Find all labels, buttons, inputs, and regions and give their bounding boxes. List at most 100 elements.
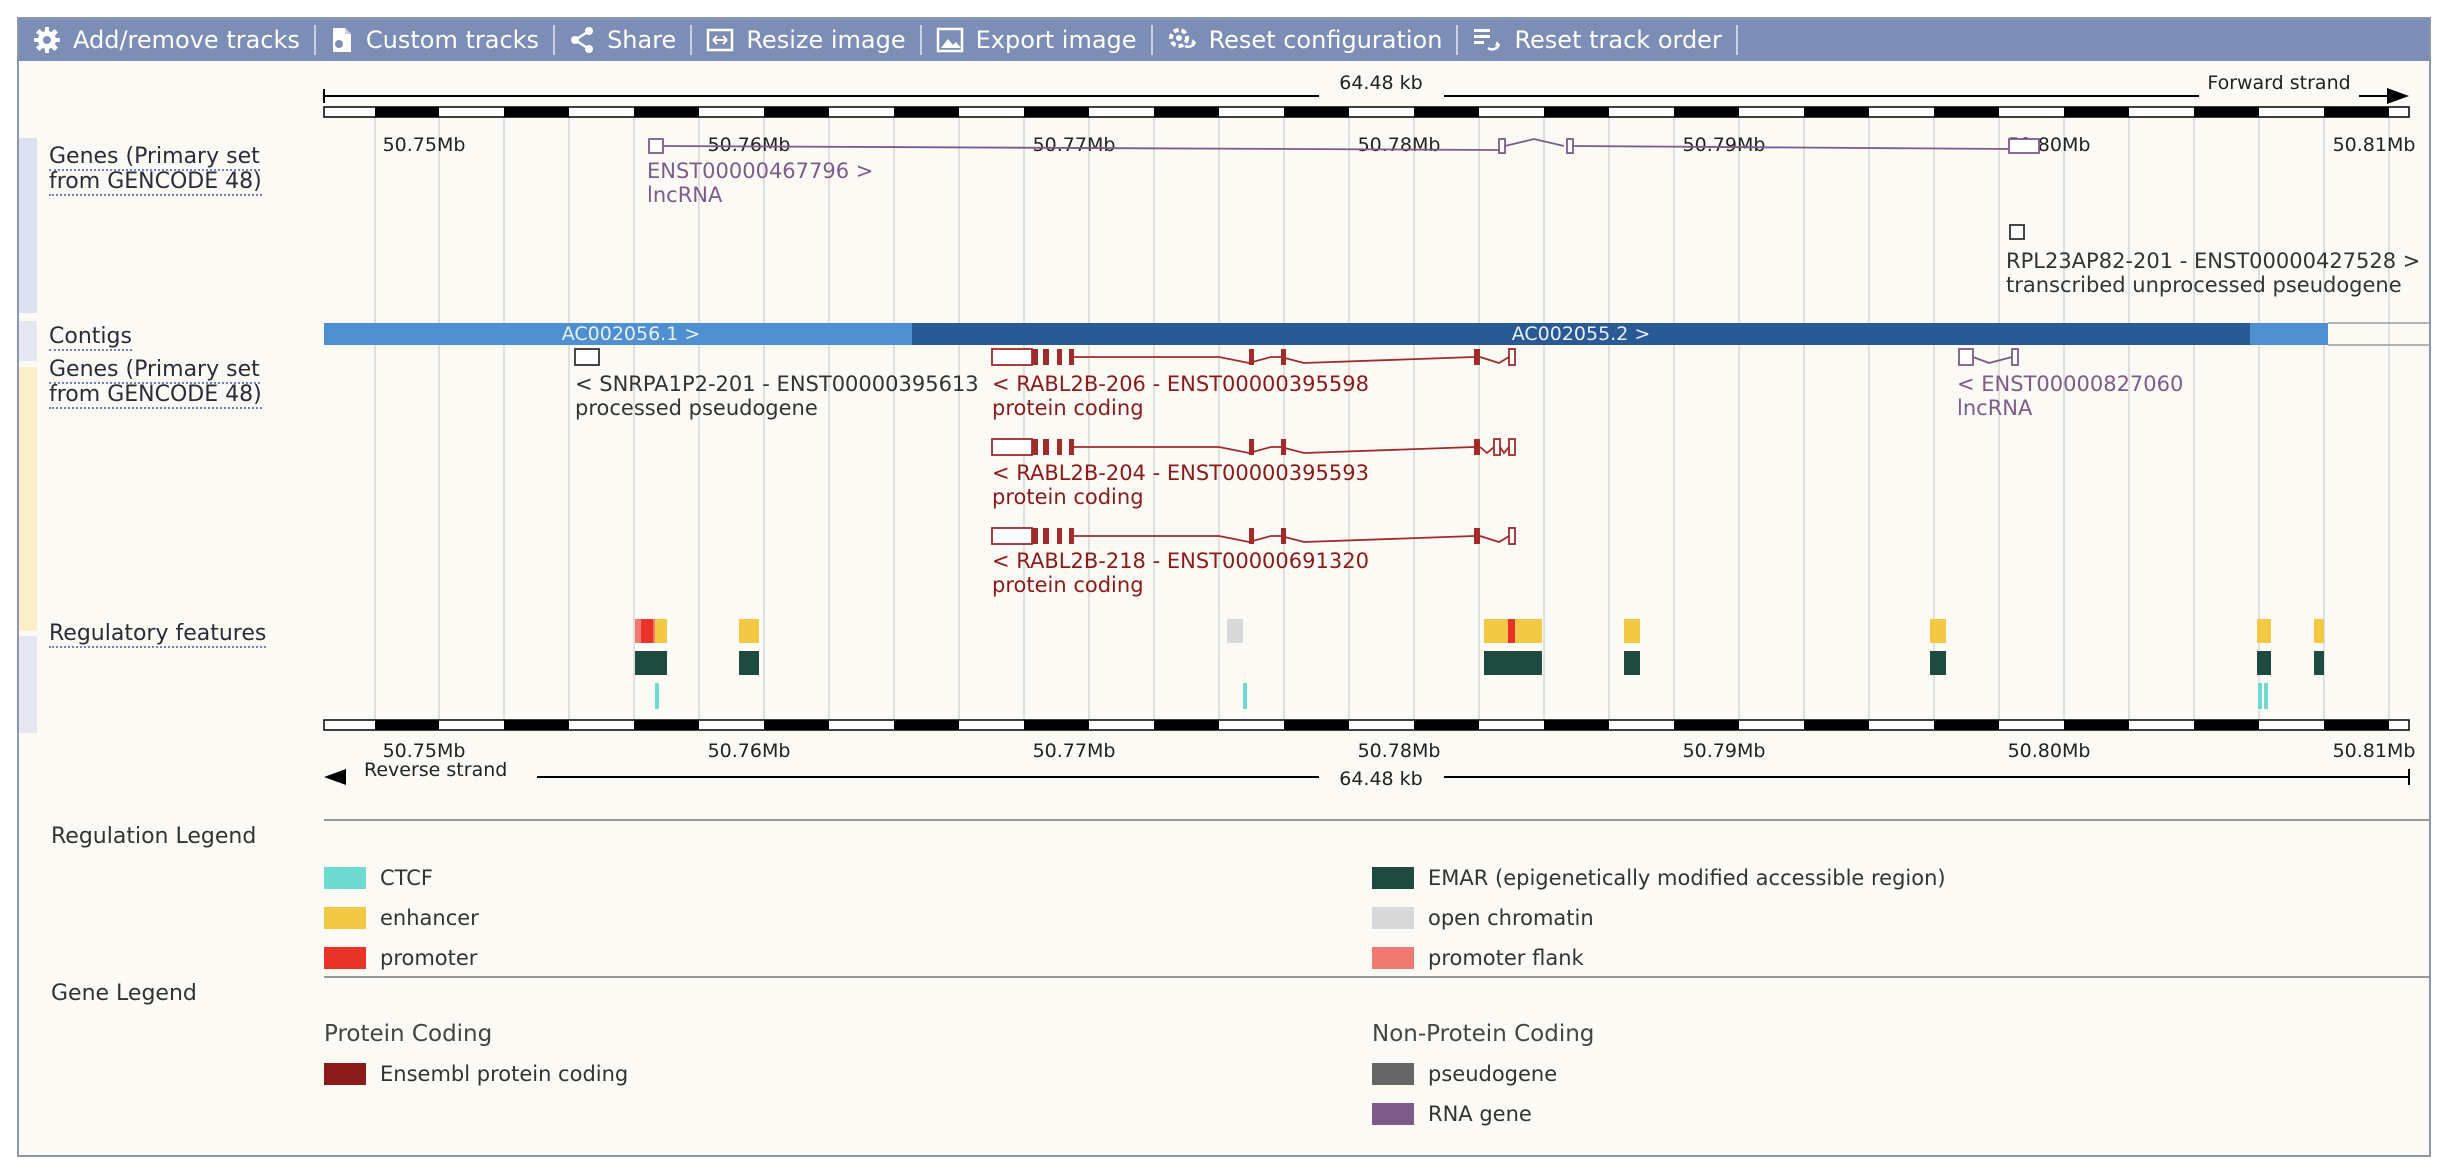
- export-image-icon: [936, 27, 963, 53]
- regulatory-feature: [739, 651, 759, 675]
- bottom-span-label: 64.48 kb: [1339, 768, 1423, 790]
- bottom-ruler: 50.75Mb 50.76Mb 50.77Mb 50.78Mb 50.79Mb …: [323, 719, 2415, 790]
- toolbar: Add/remove tracks Custom tracks Share Re…: [19, 19, 2429, 61]
- ctcf-swatch: [324, 867, 366, 889]
- genes-forward-track-label[interactable]: Genes (Primary set from GENCODE 48): [49, 144, 262, 196]
- reset-track-order-button[interactable]: Reset track order: [1458, 25, 1738, 55]
- forward-strand-label: Forward strand: [2207, 72, 2350, 94]
- reverse-gene-name: < RABL2B-206 - ENST00000395598: [992, 372, 1369, 396]
- forward-gene-biotype: transcribed unprocessed pseudogene: [2006, 273, 2402, 297]
- legend-label: pseudogene: [1428, 1062, 1558, 1086]
- reverse-gene-ENST00000827060[interactable]: < ENST00000827060 lncRNA: [1957, 348, 2183, 420]
- regulatory-track-label[interactable]: Regulatory features: [49, 621, 267, 648]
- legend-item-ctcf: CTCF: [324, 866, 433, 890]
- forward-gene-RPL23AP82[interactable]: RPL23AP82-201 - ENST00000427528 > transc…: [2006, 224, 2420, 297]
- legend-item-promoter: promoter: [324, 946, 477, 970]
- regulatory-features[interactable]: [635, 619, 2324, 709]
- genome-browser-panel: Add/remove tracks Custom tracks Share Re…: [17, 17, 2431, 1157]
- top-tick-label: 50.79Mb: [1683, 134, 1766, 156]
- forward-arrow-icon: [2387, 88, 2409, 104]
- protein-coding-swatch: [324, 1063, 366, 1085]
- reverse-gene-RABL2B-218[interactable]: < RABL2B-218 - ENST00000691320 protein c…: [991, 527, 1516, 597]
- contigs-drag-handle[interactable]: [19, 321, 37, 361]
- resize-icon: [707, 28, 734, 52]
- regulation-legend-title: Regulation Legend: [51, 824, 257, 849]
- resize-image-button[interactable]: Resize image: [692, 25, 922, 55]
- legend-label: CTCF: [380, 866, 434, 890]
- genes-reverse-label-line1: Genes (Primary set: [49, 357, 260, 384]
- top-ruler: 64.48 kb Forward strand 50.75Mb 50.76Mb …: [323, 72, 2416, 156]
- legend-item-enhancer: enhancer: [324, 906, 479, 930]
- gene-legend-title: Gene Legend: [51, 981, 197, 1006]
- reset-order-icon: [1474, 29, 1501, 51]
- custom-tracks-label: Custom tracks: [365, 26, 540, 54]
- contigs-track-label[interactable]: Contigs: [49, 324, 132, 351]
- regulatory-feature: [739, 619, 759, 643]
- regulatory-drag-handle[interactable]: [19, 636, 37, 733]
- add-remove-tracks-button[interactable]: Add/remove tracks: [19, 25, 316, 55]
- regulatory-feature: [635, 651, 667, 675]
- export-image-button[interactable]: Export image: [922, 25, 1153, 55]
- promoter-swatch: [324, 947, 366, 969]
- top-span-label: 64.48 kb: [1339, 72, 1423, 94]
- genes-forward-drag-handle[interactable]: [19, 138, 37, 313]
- reverse-gene-name: < ENST00000827060: [1957, 372, 2183, 396]
- reverse-gene-RABL2B-204[interactable]: < RABL2B-204 - ENST00000395593 protein c…: [991, 438, 1516, 509]
- forward-gene-biotype: lncRNA: [647, 183, 723, 207]
- forward-gene-ENST00000467796[interactable]: ENST00000467796 > lncRNA: [647, 138, 2040, 207]
- top-tick-label: 50.81Mb: [2333, 134, 2416, 156]
- regulatory-feature: [2264, 683, 2268, 709]
- legend-item-open-chromatin: open chromatin: [1372, 906, 1594, 930]
- reset-config-icon: [1168, 28, 1196, 49]
- emar-swatch: [1372, 867, 1414, 889]
- rna-gene-swatch: [1372, 1103, 1414, 1125]
- legend-divider: [324, 976, 2429, 978]
- reset-configuration-label: Reset configuration: [1208, 26, 1443, 54]
- reverse-gene-biotype: protein coding: [992, 573, 1144, 597]
- legend-item-promoter-flank: promoter flank: [1372, 946, 1584, 970]
- regulatory-feature: [2257, 651, 2271, 675]
- genes-forward-label-line1: Genes (Primary set: [49, 144, 260, 171]
- legend-item-rna-gene: RNA gene: [1372, 1102, 1532, 1126]
- reverse-arrow-icon: [324, 769, 346, 785]
- legend-item-emar: EMAR (epigenetically modified accessible…: [1372, 866, 1946, 890]
- protein-coding-heading: Protein Coding: [324, 1021, 493, 1047]
- top-tick-label: 50.77Mb: [1033, 134, 1116, 156]
- promoter-flank-swatch: [1372, 947, 1414, 969]
- genes-reverse-track-label[interactable]: Genes (Primary set from GENCODE 48): [49, 357, 262, 409]
- contig-label: AC002056.1 >: [562, 323, 701, 345]
- reverse-gene-name: < RABL2B-204 - ENST00000395593: [992, 461, 1369, 485]
- top-tick-label: 50.75Mb: [383, 134, 466, 156]
- legend-label: promoter flank: [1428, 946, 1584, 970]
- share-label: Share: [607, 26, 677, 54]
- bottom-tick-label: 50.77Mb: [1033, 740, 1116, 762]
- regulatory-feature: [655, 683, 659, 709]
- legend-item-pseudogene: pseudogene: [1372, 1062, 1557, 1086]
- regulatory-feature: [2257, 619, 2271, 643]
- contigs-label: Contigs: [49, 324, 132, 351]
- share-icon: [571, 27, 594, 53]
- regulatory-feature: [1930, 619, 1946, 643]
- share-button[interactable]: Share: [555, 25, 693, 55]
- bottom-tick-label: 50.80Mb: [2008, 740, 2091, 762]
- reverse-gene-name: < RABL2B-218 - ENST00000691320: [992, 549, 1369, 573]
- regulatory-feature: [1484, 651, 1542, 675]
- reverse-gene-biotype: protein coding: [992, 396, 1144, 420]
- regulatory-feature: [2314, 651, 2324, 675]
- reverse-gene-RABL2B-206[interactable]: < RABL2B-206 - ENST00000395598 protein c…: [991, 348, 1516, 420]
- regulatory-feature: [1930, 651, 1946, 675]
- contigs-track[interactable]: AC002056.1 > AC002055.2 >: [324, 322, 2429, 346]
- enhancer-swatch: [324, 907, 366, 929]
- reverse-gene-biotype: lncRNA: [1957, 396, 2033, 420]
- reverse-gene-biotype: protein coding: [992, 485, 1144, 509]
- reverse-gene-SNRPA1P2[interactable]: < SNRPA1P2-201 - ENST00000395613 process…: [574, 348, 979, 420]
- reset-configuration-button[interactable]: Reset configuration: [1153, 25, 1459, 55]
- legend-label: enhancer: [380, 906, 479, 930]
- add-remove-tracks-label: Add/remove tracks: [73, 26, 300, 54]
- bottom-tick-label: 50.76Mb: [708, 740, 791, 762]
- genome-view[interactable]: 64.48 kb Forward strand 50.75Mb 50.76Mb …: [19, 19, 2429, 819]
- custom-tracks-button[interactable]: Custom tracks: [316, 25, 556, 55]
- regulatory-feature: [1227, 619, 1243, 643]
- genes-reverse-drag-handle[interactable]: [19, 367, 37, 631]
- legend-label: RNA gene: [1428, 1102, 1532, 1126]
